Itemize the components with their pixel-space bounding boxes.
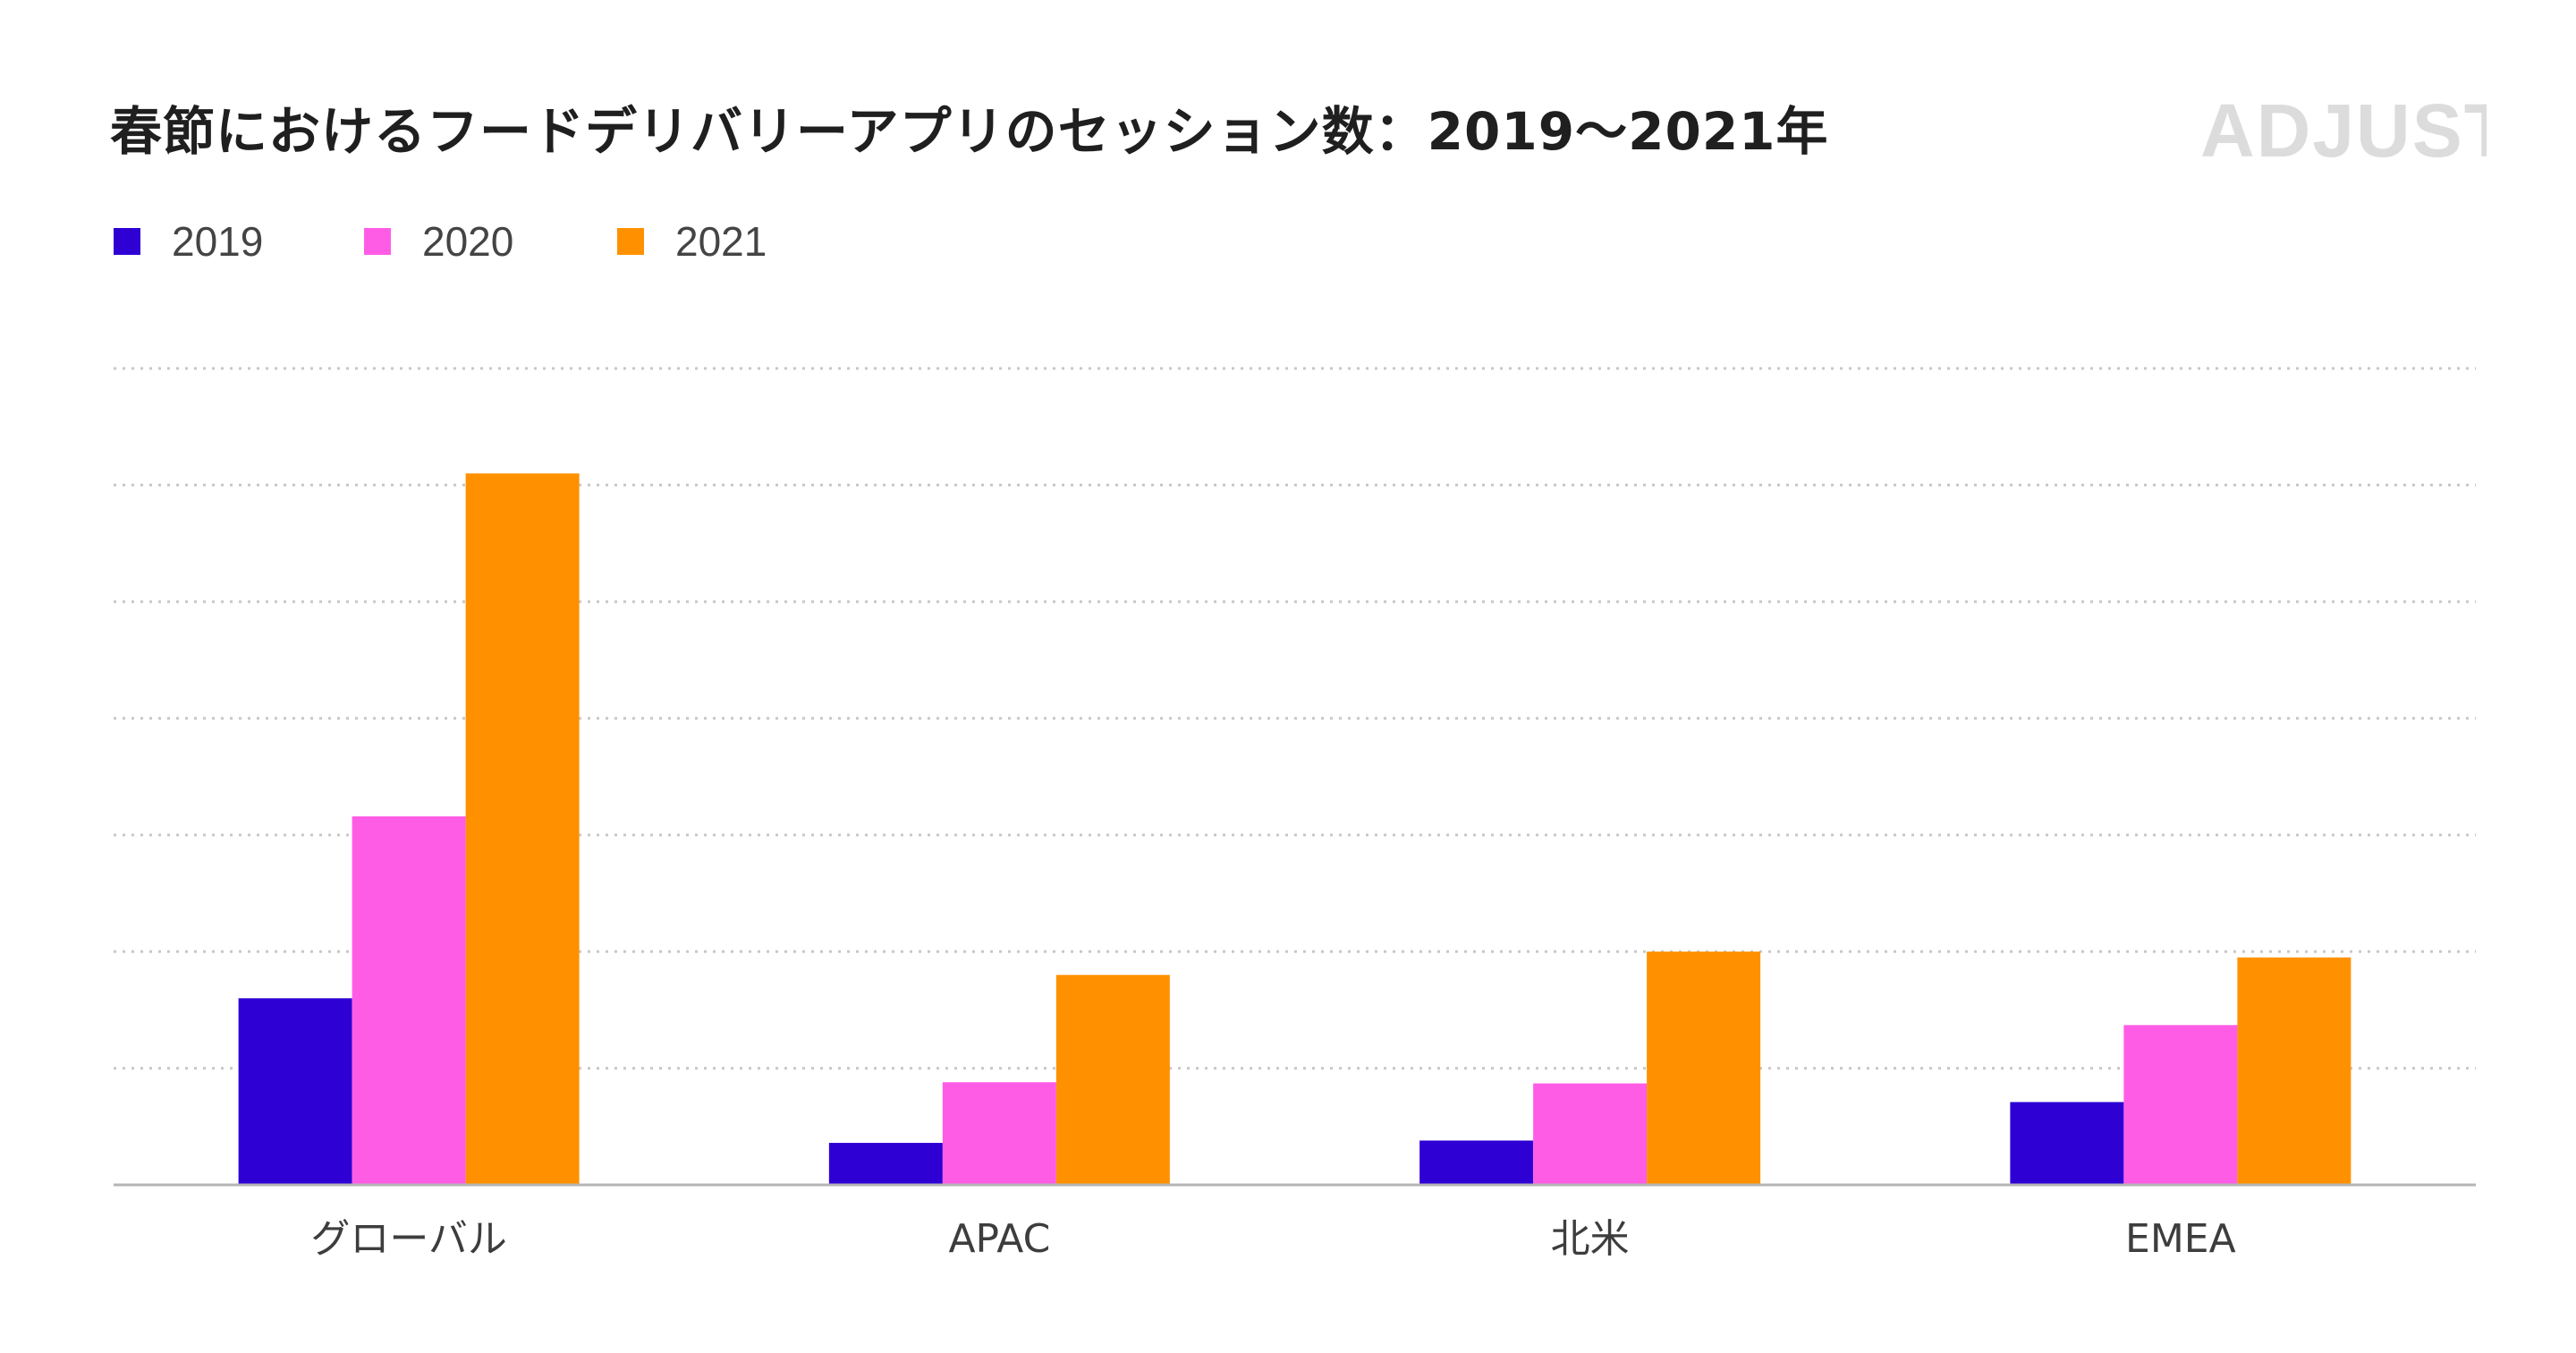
bar-2021-1	[1055, 975, 1170, 1185]
bar-2020-2	[1533, 1083, 1648, 1185]
bar-2020-3	[2123, 1025, 2238, 1185]
legend-swatch-2020	[364, 228, 391, 255]
legend-swatch-2019	[114, 228, 140, 255]
legend-item-2020: 2020	[364, 215, 513, 268]
bar-2021-0	[465, 473, 580, 1185]
adjust-logo: ADJUST	[2200, 94, 2487, 170]
category-label-2: 北米	[1551, 1216, 1630, 1262]
bar-2020-1	[942, 1082, 1056, 1185]
legend-label-2020: 2020	[422, 218, 514, 265]
category-label-0: グローバル	[310, 1216, 507, 1262]
bar-2019-0	[238, 998, 352, 1185]
category-label-1: APAC	[948, 1216, 1050, 1262]
bar-2019-2	[1419, 1140, 1534, 1185]
bar-2021-2	[1647, 951, 1761, 1185]
bar-2020-0	[352, 816, 466, 1185]
chart-title: 春節におけるフードデリバリーアプリのセッション数：2019～2021年	[110, 101, 1829, 162]
bar-2019-3	[2010, 1102, 2124, 1185]
legend-swatch-2021	[617, 228, 644, 255]
legend-item-2019: 2019	[114, 215, 263, 268]
adjust-logo-text: ADJUST	[2200, 94, 2487, 170]
legend-label-2019: 2019	[172, 218, 264, 265]
legend-label-2021: 2021	[675, 218, 767, 265]
bar-2019-1	[828, 1143, 943, 1185]
bar-2021-3	[2237, 957, 2351, 1185]
legend-item-2021: 2021	[617, 215, 767, 268]
category-label-3: EMEA	[2125, 1216, 2236, 1262]
